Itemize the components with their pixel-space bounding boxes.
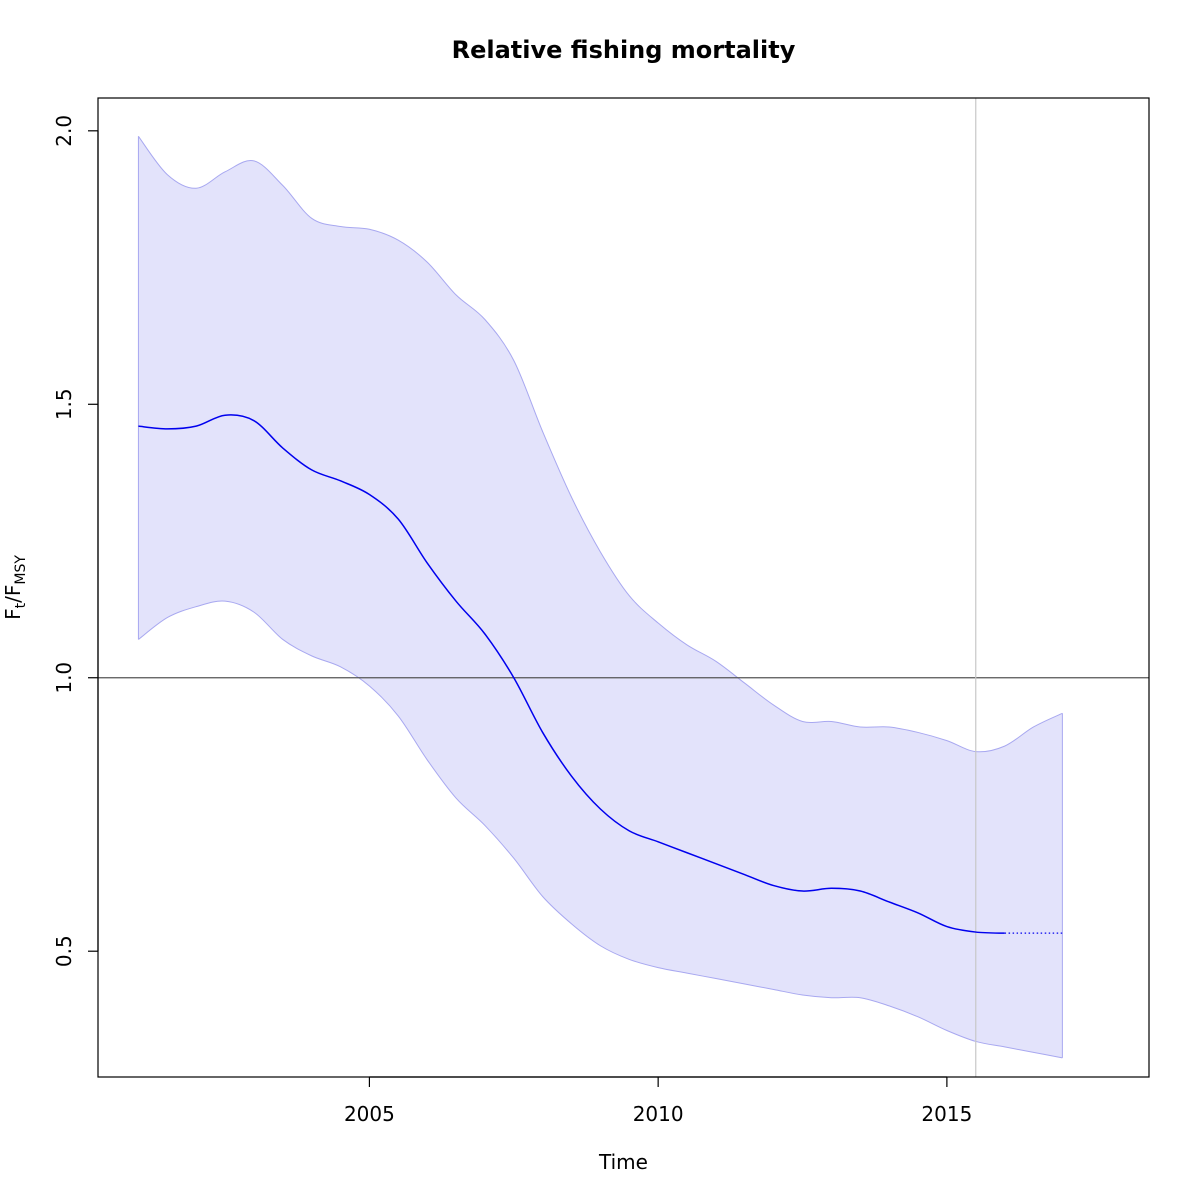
x-axis-label: Time [598,1150,648,1174]
y-axis: 0.5 1.0 1.5 2.0 [52,115,99,967]
lower-bound-line [138,600,1063,1059]
confidence-band [138,136,1063,1058]
y-tick-label: 0.5 [52,935,76,967]
y-axis-label-sub2: MSY [13,555,29,585]
x-tick-label: 2005 [344,1102,395,1126]
plot-area [98,98,1149,1077]
y-tick-label: 1.5 [52,388,76,420]
y-tick-label: 1.0 [52,662,76,694]
x-axis: 2005 2010 2015 [344,1076,972,1126]
estimate-line [138,414,1005,934]
x-tick-label: 2010 [633,1102,684,1126]
y-axis-label-slash: /F [1,585,25,603]
y-tick-label: 2.0 [52,115,76,147]
chart-title: Relative fishing mortality [452,36,796,64]
y-axis-label-main: F [1,608,25,620]
y-axis-label-sub1: t [13,602,29,608]
upper-bound-line [138,135,1063,753]
y-axis-label: Ft/FMSY [1,555,29,620]
x-tick-label: 2015 [921,1102,972,1126]
